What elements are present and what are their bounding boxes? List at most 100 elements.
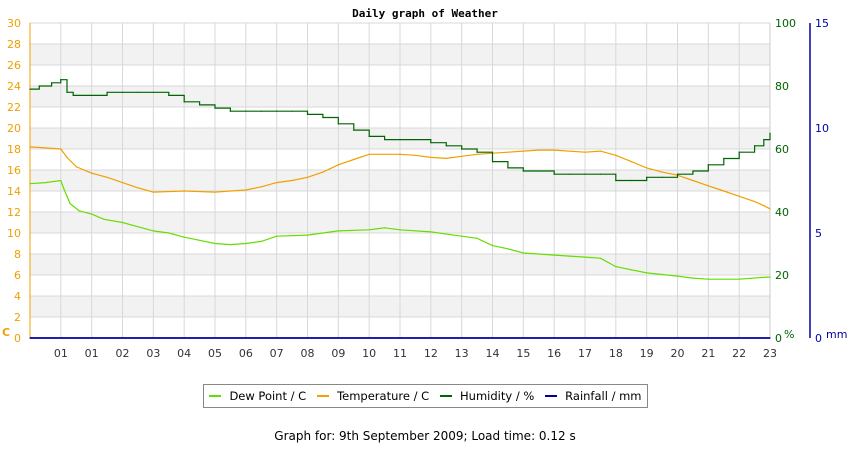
data-point	[60, 179, 62, 182]
data-point	[522, 170, 524, 172]
y-tick-label-humidity: 80	[775, 80, 789, 93]
data-point	[322, 171, 324, 173]
data-point	[106, 176, 108, 178]
legend-swatch-rainfall	[545, 395, 558, 397]
data-point	[276, 182, 278, 184]
data-point	[692, 179, 694, 182]
data-point	[229, 190, 232, 192]
y-tick-label-temp: 22	[7, 101, 21, 114]
data-point	[461, 155, 463, 157]
data-point	[29, 88, 31, 90]
data-point	[399, 229, 401, 231]
data-point	[461, 148, 463, 150]
x-tick-label: 07	[270, 347, 284, 360]
data-point	[615, 266, 617, 268]
data-point	[50, 82, 53, 84]
data-point	[430, 142, 432, 144]
data-point	[766, 276, 768, 278]
data-point	[276, 110, 278, 112]
data-point	[214, 242, 216, 245]
data-point	[538, 149, 540, 151]
data-point	[630, 179, 632, 182]
legend-label-dew-point: Dew Point / C	[229, 389, 307, 403]
data-point	[707, 164, 709, 166]
y-tick-label-temp: 6	[14, 269, 21, 282]
data-point	[630, 161, 632, 163]
data-point	[630, 269, 632, 271]
legend-swatch-dew-point	[209, 395, 222, 397]
data-point	[769, 276, 771, 278]
data-point	[522, 150, 524, 152]
data-point	[461, 235, 463, 237]
chart-title: Daily graph of Weather	[352, 7, 498, 20]
data-point	[399, 138, 401, 141]
data-point	[615, 179, 617, 182]
data-point	[615, 154, 617, 156]
data-point	[75, 166, 77, 168]
data-point	[769, 337, 771, 339]
x-tick-label: 22	[732, 347, 746, 360]
x-tick-label: 04	[177, 347, 191, 360]
x-tick-label: 12	[424, 347, 438, 360]
data-point	[198, 239, 201, 241]
y-tick-label-rainfall: 10	[815, 122, 829, 135]
data-point	[38, 85, 40, 87]
data-point	[738, 195, 740, 197]
data-point	[91, 94, 93, 97]
x-tick-label: 16	[547, 347, 561, 360]
data-point	[430, 156, 432, 158]
data-point	[646, 272, 648, 274]
data-point	[168, 94, 170, 97]
y-tick-label-temp: 20	[7, 122, 21, 135]
x-tick-label: 08	[301, 347, 315, 360]
data-point	[538, 253, 540, 255]
data-point	[522, 252, 524, 254]
left-axis-unit: C	[2, 326, 10, 339]
x-tick-label: 13	[455, 347, 469, 360]
data-point	[60, 148, 62, 150]
data-point	[368, 229, 370, 231]
data-point	[763, 205, 765, 207]
data-point	[692, 170, 694, 172]
data-point	[599, 150, 602, 152]
legend-item-humidity: Humidity / %	[440, 389, 534, 403]
data-point	[584, 151, 586, 153]
data-point	[568, 173, 571, 175]
chart-legend: Dew Point / C Temperature / C Humidity /…	[203, 384, 648, 408]
data-point	[276, 235, 278, 237]
data-point	[91, 172, 93, 174]
legend-label-humidity: Humidity / %	[460, 389, 535, 403]
y-tick-label-temp: 10	[7, 227, 21, 240]
data-point	[121, 221, 124, 224]
y-tick-label-temp: 16	[7, 164, 21, 177]
x-tick-label: 11	[393, 347, 407, 360]
data-point	[692, 277, 694, 279]
x-tick-label: 15	[516, 347, 530, 360]
data-point	[661, 171, 663, 173]
data-point	[44, 147, 47, 149]
data-point	[383, 227, 386, 229]
data-point	[383, 138, 386, 141]
data-point	[168, 232, 170, 234]
legend-swatch-humidity	[440, 395, 453, 397]
y-tick-label-humidity: 0	[775, 332, 782, 345]
data-point	[69, 203, 71, 205]
x-tick-label: 02	[116, 347, 130, 360]
data-point	[103, 218, 105, 220]
data-point	[584, 173, 586, 175]
legend-item-temperature: Temperature / C	[317, 389, 429, 403]
y-tick-label-temp: 14	[7, 185, 21, 198]
data-point	[29, 146, 31, 148]
y-tick-label-temp: 8	[14, 248, 21, 261]
data-point	[260, 186, 262, 188]
data-point	[491, 245, 494, 247]
data-point	[183, 101, 185, 103]
data-point	[507, 151, 509, 153]
humidity-axis-unit: %	[784, 328, 794, 341]
data-point	[66, 156, 68, 158]
data-point	[291, 110, 293, 112]
data-point	[368, 135, 370, 137]
data-point	[183, 190, 185, 192]
data-point	[507, 248, 509, 250]
data-point	[63, 188, 65, 190]
